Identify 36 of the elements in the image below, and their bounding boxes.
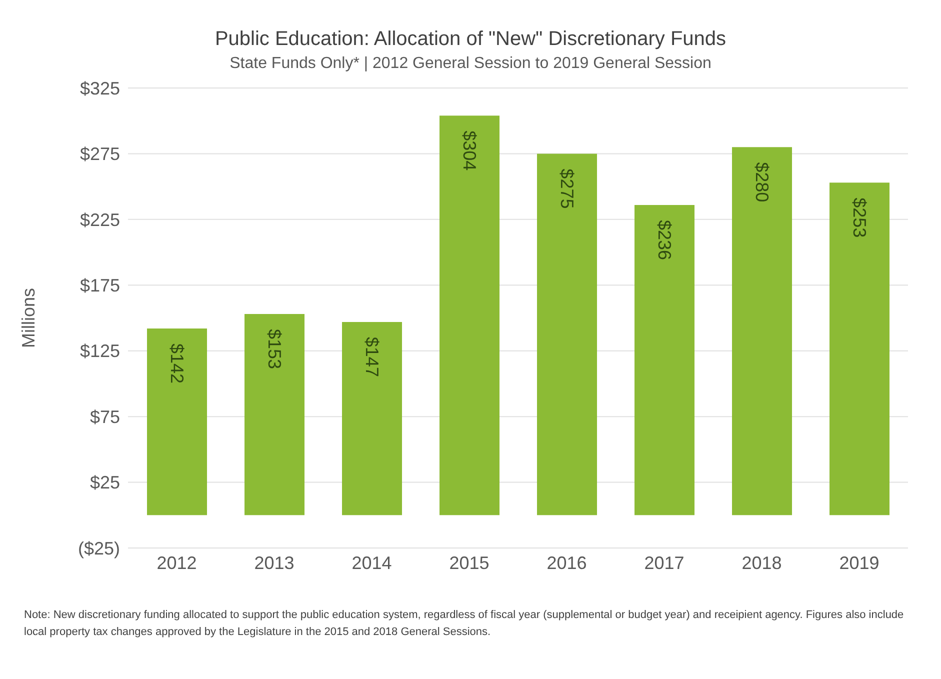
y-tick-label: $275 <box>80 144 120 164</box>
x-tick-label: 2019 <box>839 552 880 573</box>
bar <box>830 182 890 516</box>
x-tick-label: 2014 <box>352 552 392 573</box>
text: Note: New discretionary funding allocated to support the public education system, regardless of fiscal year (supplemental or budget year) and receipient agency. Figures also include local property tax changes approved by the Legislature in the 2015 and 2018 General Sessions. <box>23 608 905 640</box>
data-label: $275 <box>557 168 577 209</box>
bar <box>244 314 304 516</box>
data-label: $153 <box>264 329 284 370</box>
x-tick-label: 2015 <box>449 552 490 573</box>
x-tick-label: 2016 <box>546 552 587 573</box>
y-tick-label: $225 <box>80 210 120 230</box>
data-label: $304 <box>460 130 480 171</box>
data-label: $142 <box>167 343 187 384</box>
x-tick-label: 2013 <box>254 552 294 573</box>
data-label: $280 <box>752 162 772 202</box>
data-label: $147 <box>362 336 382 377</box>
bar <box>732 147 792 516</box>
y-tick-label: $325 <box>80 78 120 98</box>
bar <box>440 116 500 516</box>
x-tick-label: 2018 <box>742 552 782 573</box>
y-axis-title: Millions <box>18 288 38 348</box>
chart-title: Public Education: Allocation of "New" Discretionary Funds <box>214 27 728 51</box>
chart-subtitle: State Funds Only* | 2012 General Session to 2019 General Session <box>228 54 712 73</box>
x-tick-label: 2017 <box>644 552 684 573</box>
y-tick-label: $75 <box>90 406 120 427</box>
y-tick-label: ($25) <box>78 538 120 558</box>
bar <box>537 154 597 516</box>
y-tick-label: $175 <box>80 276 120 296</box>
y-tick-label: $125 <box>80 341 120 362</box>
data-label: $236 <box>654 220 674 260</box>
x-tick-label: 2012 <box>156 552 197 573</box>
bar <box>342 322 402 516</box>
data-label: $253 <box>850 198 870 238</box>
y-tick-label: $25 <box>90 472 120 493</box>
bar <box>634 204 694 516</box>
bar <box>147 328 207 516</box>
